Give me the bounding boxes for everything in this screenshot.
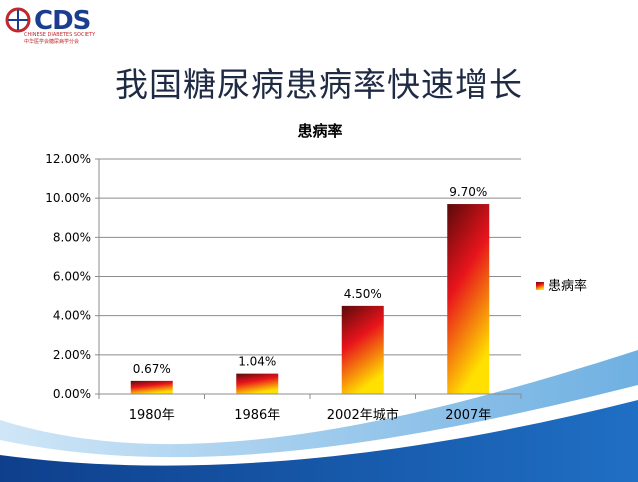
logo-letters: CDS [34, 6, 91, 36]
cds-logo-emblem [5, 7, 31, 33]
logo-society-en: CHINESE DIABETES SOCIETY [24, 32, 96, 38]
bar-3 [447, 204, 490, 394]
y-tick-label-1: 2.00% [53, 348, 91, 362]
bar-1 [236, 373, 279, 394]
cds-logo: CDS CHINESE DIABETES SOCIETY 中华医学会糖尿病学分会 [4, 4, 96, 46]
y-tick-label-4: 8.00% [53, 230, 91, 244]
chart-title: 患病率 [297, 122, 342, 140]
x-tick-label-1: 1986年 [234, 408, 280, 423]
data-label-0: 0.67% [133, 362, 171, 376]
x-tick-label-0: 1980年 [129, 408, 175, 423]
slide-title: 我国糖尿病患病率快速增长 [115, 65, 523, 104]
data-label-3: 9.70% [449, 185, 487, 199]
legend-swatch [536, 282, 544, 290]
y-tick-label-0: 0.00% [53, 387, 91, 401]
bar-2 [341, 305, 384, 394]
data-label-2: 4.50% [344, 287, 382, 301]
y-tick-label-2: 4.00% [53, 309, 91, 323]
wave-dark [0, 400, 638, 482]
legend-label: 患病率 [548, 278, 587, 294]
x-tick-label-3: 2007年 [445, 408, 491, 423]
data-label-1: 1.04% [238, 355, 276, 369]
logo-society-cn: 中华医学会糖尿病学分会 [24, 39, 80, 45]
y-tick-label-6: 12.00% [45, 152, 91, 166]
y-tick-label-5: 10.00% [45, 191, 91, 205]
x-tick-label-2: 2002年城市 [327, 407, 399, 423]
bar-0 [130, 380, 173, 394]
y-tick-label-3: 6.00% [53, 270, 91, 284]
